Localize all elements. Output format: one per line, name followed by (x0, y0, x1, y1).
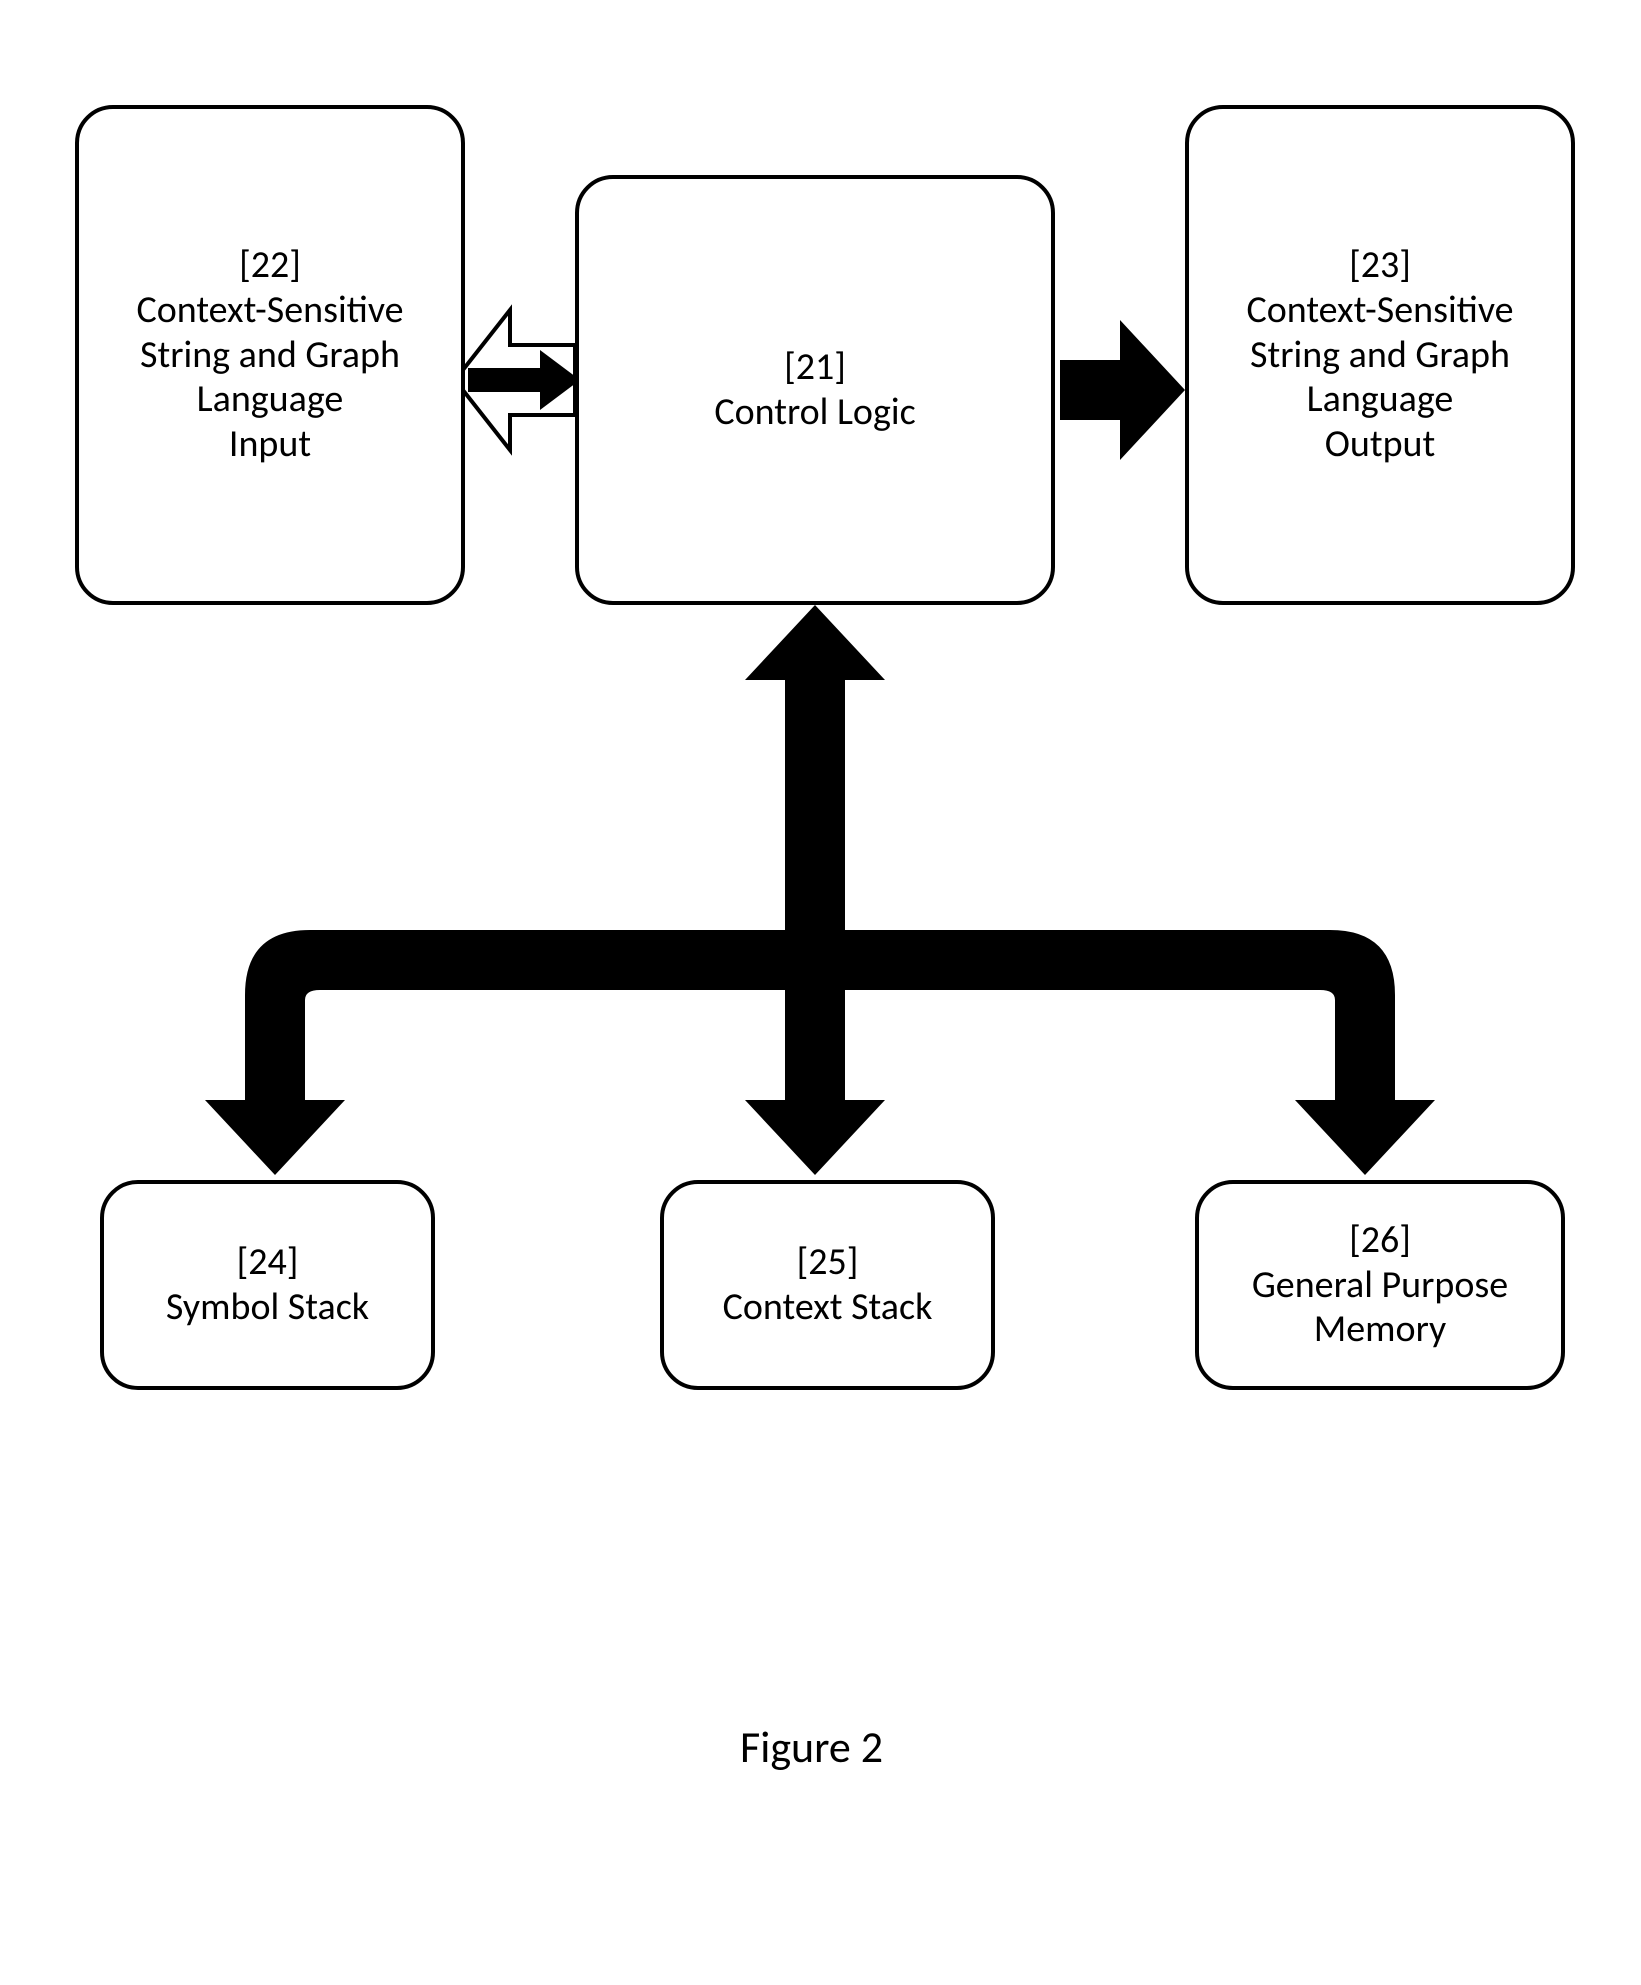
node-label: Control Logic (714, 390, 915, 435)
node-label: Symbol Stack (166, 1285, 369, 1330)
arrow-control-to-symbol-stack (205, 870, 785, 1175)
node-id: [23] (1349, 243, 1411, 288)
node-input: [22] Context-Sensitive String and Graph … (75, 105, 465, 605)
node-label-line: General Purpose (1252, 1263, 1508, 1308)
node-general-memory: [26] General Purpose Memory (1195, 1180, 1565, 1390)
node-id: [25] (797, 1240, 859, 1285)
node-id: [22] (239, 243, 301, 288)
node-label-line: Output (1325, 422, 1436, 467)
arrow-input-to-control-hollow-left (455, 310, 575, 450)
node-label-line: String and Graph (1250, 333, 1510, 378)
node-context-stack: [25] Context Stack (660, 1180, 995, 1390)
node-symbol-stack: [24] Symbol Stack (100, 1180, 435, 1390)
node-control-logic: [21] Control Logic (575, 175, 1055, 605)
node-id: [26] (1349, 1218, 1411, 1263)
node-output: [23] Context-Sensitive String and Graph … (1185, 105, 1575, 605)
caption-text: Figure 2 (740, 1720, 883, 1774)
node-id: [21] (784, 345, 846, 390)
arrow-control-to-general-memory (845, 870, 1435, 1175)
diagram-canvas: [21] Control Logic [22] Context-Sensitiv… (0, 0, 1641, 1985)
node-label-line: String and Graph (140, 333, 400, 378)
arrow-control-to-context-bidir (745, 605, 885, 1175)
node-id: [24] (237, 1240, 299, 1285)
node-label-line: Language (1307, 377, 1454, 422)
arrow-control-to-output (1060, 320, 1185, 460)
node-label-line: Input (229, 422, 311, 467)
node-label-line: Language (197, 377, 344, 422)
node-label: Context Stack (723, 1285, 933, 1330)
node-label-line: Context-Sensitive (136, 288, 403, 333)
node-label-line: Context-Sensitive (1246, 288, 1513, 333)
node-label-line: Memory (1314, 1307, 1446, 1352)
figure-caption: Figure 2 (740, 1720, 883, 1774)
arrow-input-to-control-solid-right (468, 350, 580, 410)
